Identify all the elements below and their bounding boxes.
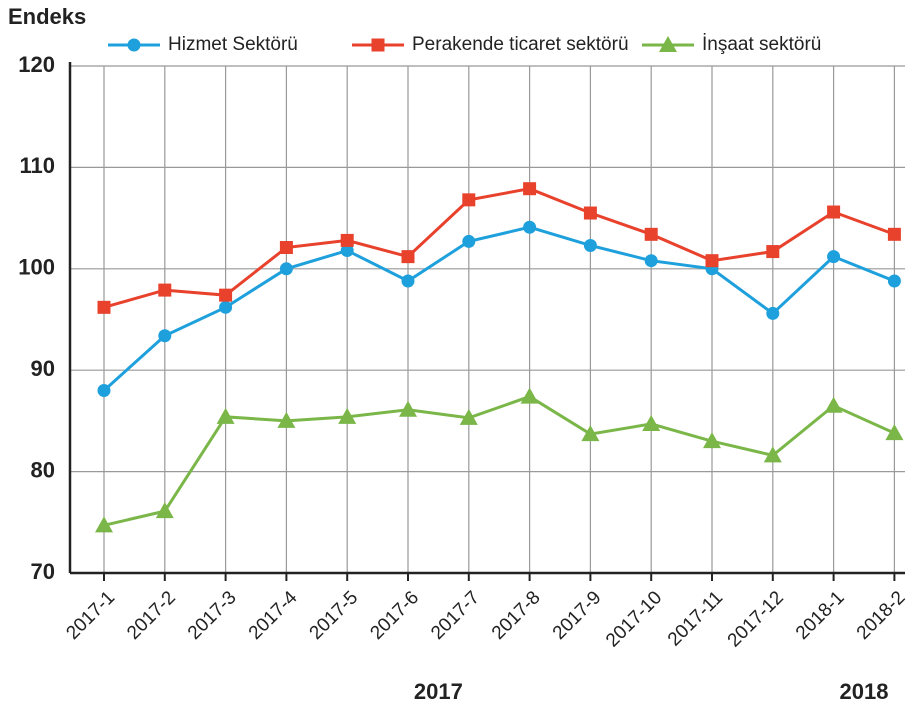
group-label: 2017 (414, 679, 463, 704)
marker (523, 182, 537, 196)
y-tick-label: 80 (31, 457, 55, 482)
marker (459, 408, 478, 425)
x-tick-label: 2017-11 (664, 587, 727, 650)
marker (766, 245, 780, 259)
x-tick-label: 2017-5 (306, 587, 363, 644)
marker (642, 414, 661, 431)
marker (155, 502, 174, 519)
marker (340, 244, 354, 258)
x-tick-label: 2018-2 (853, 587, 910, 644)
x-tick-label: 2017-12 (724, 587, 788, 651)
marker (219, 300, 233, 314)
marker (279, 241, 293, 255)
x-tick-label: 2017-3 (184, 587, 241, 644)
marker (277, 411, 296, 428)
marker (340, 233, 354, 247)
marker (158, 329, 172, 343)
marker (887, 274, 901, 288)
marker (158, 283, 172, 297)
x-tick-label: 2017-8 (488, 587, 545, 644)
marker (399, 400, 417, 417)
x-tick-label: 2017-4 (245, 587, 302, 644)
marker (644, 254, 658, 268)
marker (583, 206, 597, 220)
marker (523, 220, 537, 234)
y-tick-label: 100 (18, 255, 55, 280)
marker (216, 407, 235, 424)
group-label: 2018 (840, 679, 889, 704)
marker (703, 432, 721, 449)
line (102, 225, 895, 392)
marker (583, 238, 597, 252)
marker (95, 516, 113, 533)
y-tick-label: 90 (31, 356, 55, 381)
legend-label: Hizmet Sektörü (168, 34, 298, 55)
marker (827, 205, 841, 219)
marker (827, 250, 841, 264)
marker (462, 234, 476, 248)
legend-label: İnşaat sektörü (702, 34, 821, 55)
x-tick-label: 2017-2 (123, 587, 180, 644)
x-tick-label: 2017-9 (549, 587, 606, 644)
marker (401, 250, 415, 264)
marker (705, 254, 719, 268)
legend-label: Perakende ticaret sektörü (412, 34, 629, 55)
marker (885, 424, 904, 441)
y-tick-label: 120 (18, 52, 55, 77)
marker (219, 288, 233, 302)
marker (520, 387, 539, 404)
marker (127, 38, 141, 52)
marker (462, 193, 476, 207)
x-tick-label: 2018-1 (792, 587, 849, 644)
marker (97, 300, 111, 314)
marker (659, 36, 677, 52)
x-tick-label: 2017-7 (427, 587, 484, 644)
marker (824, 396, 843, 413)
marker (763, 446, 782, 463)
marker (97, 383, 111, 397)
marker (338, 407, 357, 424)
marker (401, 274, 415, 288)
marker (887, 227, 901, 241)
line (103, 187, 895, 309)
marker (581, 425, 600, 442)
marker (766, 306, 780, 320)
line (103, 394, 896, 527)
marker (371, 38, 385, 52)
y-tick-label: 110 (20, 153, 56, 178)
marker (279, 262, 293, 276)
x-tick-label: 2017-10 (602, 587, 666, 651)
y-tick-label: 70 (31, 559, 55, 584)
marker (644, 227, 658, 241)
x-tick-label: 2017-1 (62, 587, 119, 644)
y-axis-label: Endeks (8, 4, 86, 29)
x-tick-label: 2017-6 (366, 587, 423, 644)
